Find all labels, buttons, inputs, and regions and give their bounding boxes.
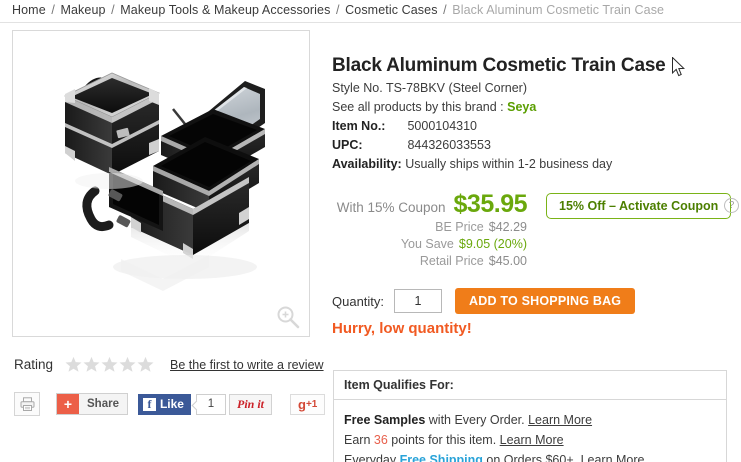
star-icon[interactable]: [101, 356, 118, 373]
free-samples-label: Free Samples: [344, 413, 426, 427]
you-save-value: $9.05 (20%): [458, 237, 527, 251]
coupon-price-value: $35.95: [453, 190, 528, 218]
rating-label: Rating: [14, 357, 54, 372]
plus-icon: +: [57, 394, 79, 414]
free-samples-text: with Every Order.: [425, 413, 529, 427]
points-learn-more[interactable]: Learn More: [499, 433, 564, 447]
facebook-like-button[interactable]: f Like: [137, 393, 191, 415]
qualifies-line-shipping: Everyday Free Shipping on Orders $60+. L…: [344, 450, 716, 462]
availability-label: Availability:: [332, 157, 402, 171]
upc-row: UPC: 844326033553: [332, 136, 612, 155]
purchase-row: Quantity: ADD TO SHOPPING BAG: [332, 288, 636, 314]
points-text-after: points for this item.: [387, 433, 500, 447]
item-qualifies-box: Item Qualifies For: Free Samples with Ev…: [333, 370, 727, 462]
star-icon[interactable]: [65, 356, 82, 373]
item-number-label: Item No.:: [332, 119, 386, 133]
be-price-value: $42.29: [488, 220, 527, 234]
google-plus-g: g: [298, 396, 306, 412]
be-price-label: BE Price: [435, 220, 484, 234]
shipping-learn-more[interactable]: Learn More: [580, 453, 645, 462]
you-save-row: You Save $9.05 (20%): [332, 236, 527, 253]
product-meta: Style No. TS-78BKV (Steel Corner) See al…: [332, 79, 612, 174]
activate-coupon-button[interactable]: 15% Off – Activate Coupon: [546, 193, 732, 219]
breadcrumb-separator: /: [51, 3, 55, 17]
star-icon[interactable]: [119, 356, 136, 373]
breadcrumb-item-cosmetic-cases[interactable]: Cosmetic Cases: [345, 3, 438, 17]
breadcrumb-divider: [0, 22, 741, 23]
retail-price-value: $45.00: [488, 254, 527, 268]
availability-row: Availability: Usually ships within 1-2 b…: [332, 155, 612, 174]
share-label: Share: [87, 398, 119, 410]
availability-value: Usually ships within 1-2 business day: [405, 157, 613, 171]
quantity-label: Quantity:: [332, 293, 385, 309]
rating-row: Rating Be the first to write a review: [14, 356, 324, 373]
mouse-arrow-cursor: [672, 57, 685, 77]
you-save-label: You Save: [400, 237, 454, 251]
add-to-shopping-bag-button[interactable]: ADD TO SHOPPING BAG: [455, 288, 636, 314]
breadcrumb-item-home[interactable]: Home: [12, 3, 46, 17]
upc-label: UPC:: [332, 138, 363, 152]
brand-prefix: See all products by this brand :: [332, 100, 504, 114]
breadcrumb-separator: /: [336, 3, 340, 17]
magnifier-plus-icon[interactable]: [275, 304, 301, 330]
facebook-like-count: 1: [195, 393, 226, 415]
product-image[interactable]: [13, 31, 309, 336]
brand-link[interactable]: Seya: [507, 100, 537, 114]
google-plus-sup: +1: [305, 398, 318, 410]
item-qualifies-heading: Item Qualifies For:: [334, 371, 726, 400]
google-plus-button[interactable]: g +1: [290, 393, 326, 415]
facebook-f-icon: f: [142, 397, 156, 411]
item-number-value: 5000104310: [407, 119, 478, 133]
star-icon[interactable]: [83, 356, 100, 373]
shipping-text-before: Everyday: [344, 453, 400, 462]
be-price-row: BE Price $42.29: [332, 219, 527, 236]
page-title: Black Aluminum Cosmetic Train Case: [332, 54, 666, 76]
shipping-text-after: on Orders $60+.: [482, 453, 581, 462]
free-samples-learn-more[interactable]: Learn More: [528, 413, 593, 427]
quantity-input[interactable]: [394, 289, 443, 313]
points-value: 36: [373, 433, 388, 447]
breadcrumb-separator: /: [443, 3, 447, 17]
coupon-price-row: With 15% Coupon $35.95: [332, 190, 528, 218]
breadcrumb-separator: /: [111, 3, 115, 17]
print-button[interactable]: [14, 392, 40, 416]
points-text-before: Earn: [344, 433, 374, 447]
printer-icon: [20, 397, 34, 411]
qualifies-line-free-samples: Free Samples with Every Order. Learn Mor…: [344, 410, 716, 430]
write-review-link[interactable]: Be the first to write a review: [170, 357, 324, 372]
star-icon[interactable]: [137, 356, 154, 373]
breadcrumb-item-makeup[interactable]: Makeup: [60, 3, 106, 17]
star-rating[interactable]: [65, 356, 154, 373]
product-image-frame[interactable]: [12, 30, 310, 337]
breadcrumb-item-current: Black Aluminum Cosmetic Train Case: [452, 3, 665, 17]
retail-price-row: Retail Price $45.00: [332, 253, 527, 270]
free-shipping-label: Free Shipping: [399, 453, 483, 462]
retail-price-label: Retail Price: [419, 254, 484, 268]
qualifies-line-points: Earn 36 points for this item. Learn More: [344, 430, 716, 450]
upc-value: 844326033553: [407, 138, 491, 152]
coupon-price-label: With 15% Coupon: [336, 200, 446, 215]
price-block: With 15% Coupon $35.95 BE Price $42.29 Yo…: [332, 190, 528, 270]
coupon-help-icon[interactable]: ?: [724, 198, 739, 213]
breadcrumb: Home / Makeup / Makeup Tools & Makeup Ac…: [12, 3, 664, 17]
item-qualifies-body: Free Samples with Every Order. Learn Mor…: [334, 400, 726, 462]
brand-row: See all products by this brand : Seya: [332, 98, 612, 117]
breadcrumb-item-makeup-tools[interactable]: Makeup Tools & Makeup Accessories: [120, 3, 331, 17]
low-stock-message: Hurry, low quantity!: [332, 320, 472, 337]
style-number-row: Style No. TS-78BKV (Steel Corner): [332, 81, 527, 95]
addthis-share-button[interactable]: + Share: [56, 393, 128, 415]
facebook-like-label: Like: [159, 397, 184, 411]
item-number-row: Item No.: 5000104310: [332, 117, 612, 136]
social-share-row: + Share f Like 1 Pin it g +1: [14, 392, 326, 416]
pinterest-pin-button[interactable]: Pin it: [228, 393, 272, 415]
